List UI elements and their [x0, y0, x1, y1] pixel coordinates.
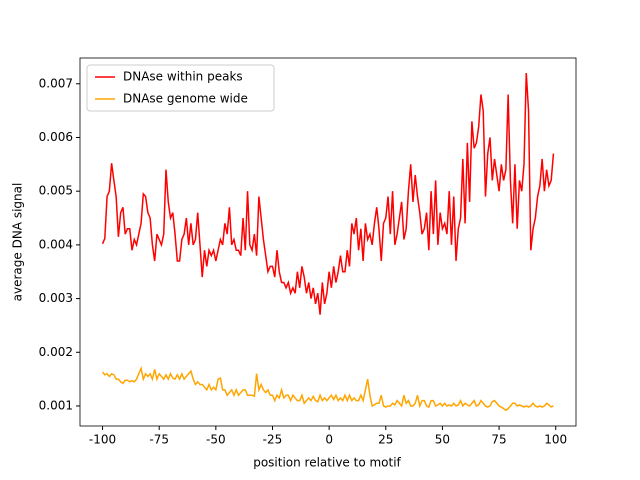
y-tick-label: 0.004 — [39, 237, 73, 251]
legend-label: DNAse genome wide — [123, 92, 248, 106]
x-tick-label: 50 — [435, 433, 450, 447]
x-tick-label: 100 — [544, 433, 567, 447]
x-tick-label: -50 — [206, 433, 226, 447]
x-tick-label: -100 — [89, 433, 116, 447]
y-tick-label: 0.007 — [39, 76, 73, 90]
data-line — [101, 365, 554, 412]
x-tick-label: 0 — [325, 433, 333, 447]
legend-label: DNAse within peaks — [123, 70, 243, 84]
y-tick-label: 0.006 — [39, 130, 73, 144]
plot-frame — [79, 57, 577, 427]
x-axis-label: position relative to motif — [253, 456, 401, 470]
x-tick-label: 75 — [491, 433, 506, 447]
x-tick-label: -25 — [263, 433, 283, 447]
legend-box — [86, 64, 275, 112]
y-tick-label: 0.005 — [39, 184, 73, 198]
y-axis-label: average DNA signal — [11, 183, 25, 302]
x-tick-label: 25 — [378, 433, 393, 447]
x-tick-label: -75 — [149, 433, 169, 447]
y-tick-label: 0.001 — [39, 398, 73, 412]
y-tick-label: 0.003 — [39, 291, 73, 305]
y-tick-label: 0.002 — [39, 345, 73, 359]
data-line — [101, 72, 555, 315]
